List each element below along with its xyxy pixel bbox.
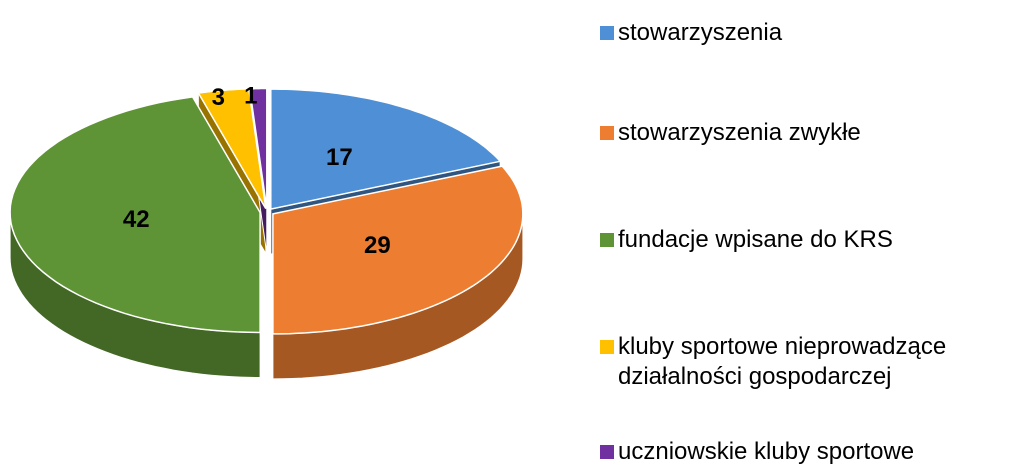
legend-swatch <box>600 340 614 354</box>
legend-item: kluby sportowe nieprowadzące działalnośc… <box>600 332 1020 392</box>
legend-swatch <box>600 445 614 459</box>
legend-item: stowarzyszenia zwykłe <box>600 118 1020 148</box>
data-label: 3 <box>212 84 225 111</box>
slice <box>272 165 524 335</box>
legend-item: uczniowskie kluby sportowe <box>600 437 1020 467</box>
legend-label: stowarzyszenia <box>618 19 783 46</box>
legend-swatch <box>600 26 614 40</box>
legend-item: stowarzyszenia <box>600 18 1020 48</box>
data-label: 42 <box>123 206 150 233</box>
legend-swatch <box>600 126 614 140</box>
slice <box>9 96 261 334</box>
legend-swatch <box>600 233 614 247</box>
data-label: 17 <box>326 144 353 171</box>
legend-item: fundacje wpisane do KRS <box>600 225 1020 255</box>
legend-label: kluby sportowe nieprowadzące działalnośc… <box>618 333 947 390</box>
data-label: 1 <box>244 82 257 109</box>
slice <box>197 87 267 209</box>
legend-label: stowarzyszenia zwykłe <box>618 119 861 146</box>
slice <box>270 88 502 211</box>
legend: stowarzyszenia stowarzyszenia zwykłe funda… <box>600 0 1030 465</box>
legend-label: fundacje wpisane do KRS <box>618 226 893 253</box>
chart: 17 29 42 3 1 <box>9 82 524 380</box>
slice <box>248 87 268 209</box>
data-label: 29 <box>364 232 391 259</box>
legend-label: uczniowskie kluby sportowe <box>618 438 915 465</box>
